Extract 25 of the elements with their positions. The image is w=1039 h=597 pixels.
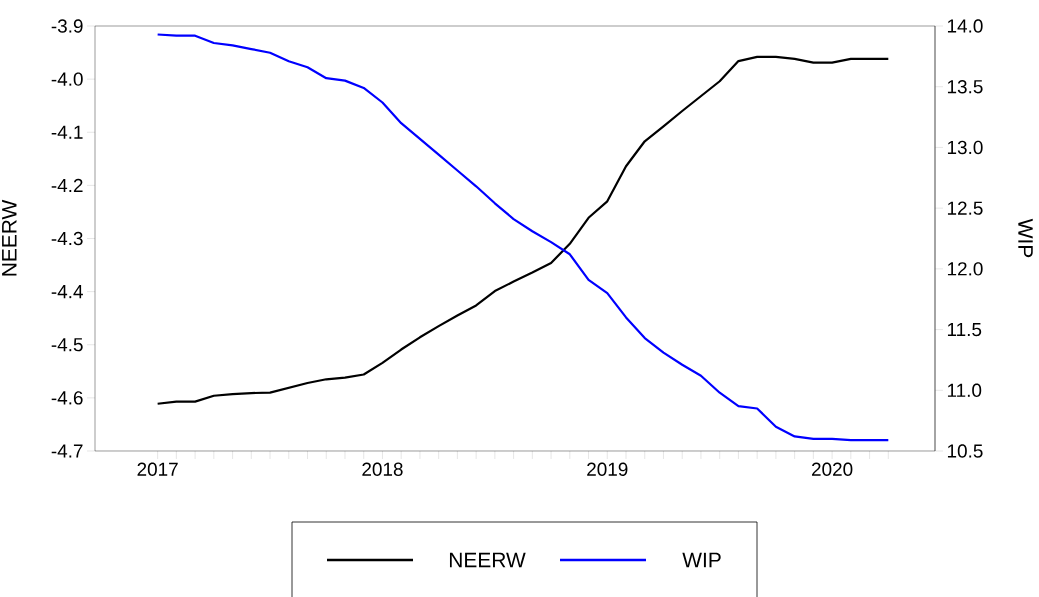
y-tick-label: -4.4 xyxy=(51,285,83,299)
x-tick-label: 2020 xyxy=(812,462,853,476)
y2-tick-label: 12.5 xyxy=(947,201,983,215)
x-tick-label: 2019 xyxy=(587,462,628,476)
y2-tick-label: 13.0 xyxy=(947,140,983,155)
y-tick-label: -3.9 xyxy=(51,19,83,33)
y-tick-label: -4.3 xyxy=(51,231,83,246)
x-tick-label: 2017 xyxy=(137,462,178,476)
y-axis-title: NEERW xyxy=(2,199,17,276)
y2-tick-label: 11.0 xyxy=(947,383,982,397)
y2-tick-label: 11.5 xyxy=(947,322,982,337)
y2-tick-label: 13.5 xyxy=(947,80,983,94)
y-tick-label: -4.2 xyxy=(51,178,83,192)
y-tick-label: -4.1 xyxy=(51,125,83,139)
x-tick-label: 2018 xyxy=(362,462,403,476)
legend-label: WIP xyxy=(682,552,721,568)
y-tick-label: -4.7 xyxy=(51,444,83,458)
y2-tick-label: 10.5 xyxy=(947,444,983,458)
legend-label: NEERW xyxy=(449,552,526,568)
y-tick-label: -4.5 xyxy=(51,338,83,352)
y2-tick-label: 14.0 xyxy=(947,19,983,33)
y-tick-label: -4.0 xyxy=(51,72,83,86)
y2-tick-label: 12.0 xyxy=(947,262,983,276)
y-tick-label: -4.6 xyxy=(51,391,83,405)
y2-axis-title: WIP xyxy=(1018,218,1033,258)
